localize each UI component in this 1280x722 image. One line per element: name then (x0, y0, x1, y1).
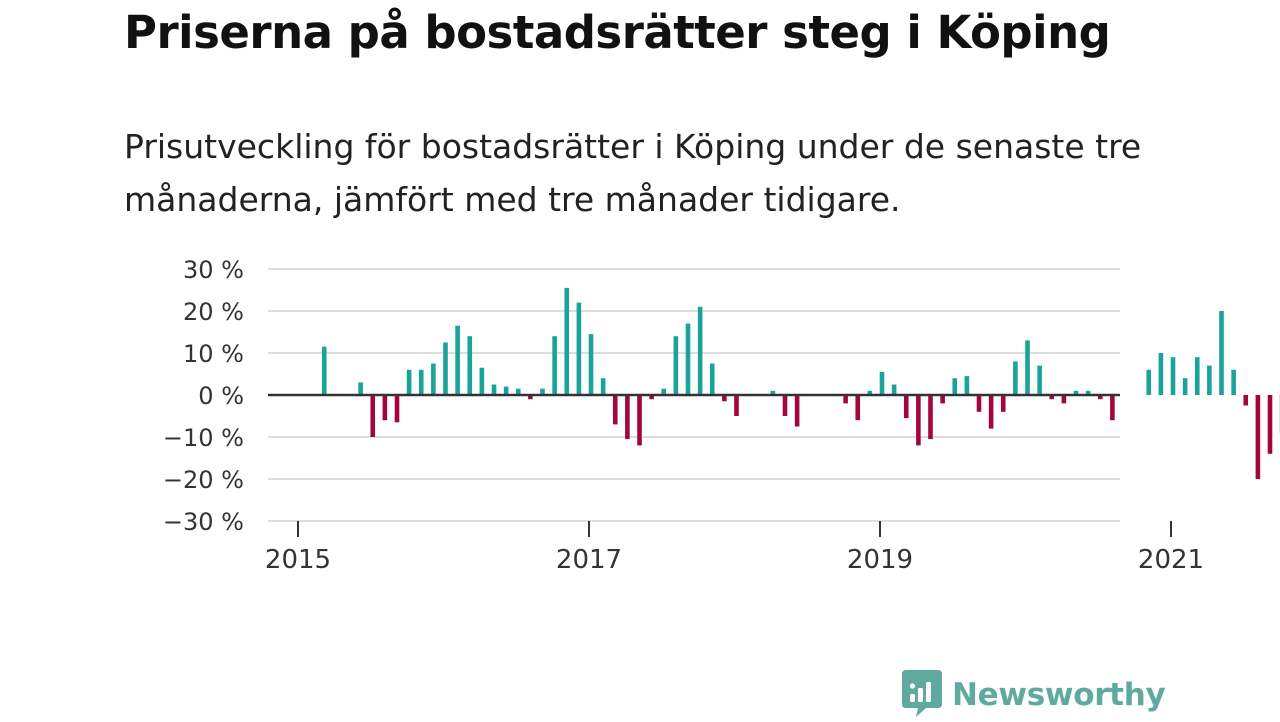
bar (589, 334, 594, 395)
bar (455, 326, 460, 395)
bar (1256, 395, 1261, 479)
bar (1062, 395, 1067, 403)
y-tick-label: 10 % (183, 340, 244, 368)
bar (916, 395, 921, 445)
bar (1195, 357, 1200, 395)
brand-name: Newsworthy (952, 677, 1165, 713)
bar (480, 368, 485, 395)
y-tick-label: 30 % (183, 256, 244, 284)
bar (322, 347, 327, 395)
bar (904, 395, 909, 418)
bar (431, 364, 436, 396)
bar (1013, 361, 1018, 395)
x-tick-label: 2015 (265, 545, 331, 575)
bar (1001, 395, 1006, 412)
bar (698, 307, 703, 395)
bar-series (322, 288, 1280, 479)
bar (1025, 340, 1030, 395)
bar (674, 336, 679, 395)
bar (989, 395, 994, 429)
bar (467, 336, 472, 395)
y-tick-label: −20 % (163, 466, 244, 494)
y-tick-label: 20 % (183, 298, 244, 326)
y-tick-label: −30 % (163, 508, 244, 536)
bar (795, 395, 800, 427)
brand: Newsworthy (902, 668, 1165, 722)
bar (552, 336, 557, 395)
bar (504, 387, 509, 395)
bar (928, 395, 933, 439)
bar (1159, 353, 1164, 395)
bar (892, 385, 897, 396)
bar (601, 378, 606, 395)
bar (952, 378, 957, 395)
bar (1243, 395, 1248, 406)
bar (686, 324, 691, 395)
bar (395, 395, 400, 422)
bar (880, 372, 885, 395)
bar (977, 395, 982, 412)
bar (1231, 370, 1236, 395)
bar (1110, 395, 1115, 420)
x-tick-label: 2021 (1138, 545, 1204, 575)
bar (407, 370, 412, 395)
bar (710, 364, 715, 396)
bar (1268, 395, 1273, 454)
bar (1146, 370, 1151, 395)
bar (1171, 357, 1176, 395)
bar (577, 303, 582, 395)
bar (965, 376, 970, 395)
y-tick-label: 0 % (198, 382, 244, 410)
bar (492, 385, 497, 396)
bar (637, 395, 642, 445)
bar (383, 395, 388, 420)
bar (419, 370, 424, 395)
newsworthy-logo-icon (902, 668, 942, 722)
bar (443, 343, 448, 396)
bar (1037, 366, 1042, 395)
bar (613, 395, 618, 424)
bar (564, 288, 569, 395)
x-tick-label: 2019 (847, 545, 913, 575)
bar (1183, 378, 1188, 395)
bar (734, 395, 739, 416)
bar (940, 395, 945, 403)
bar (1207, 366, 1212, 395)
y-tick-label: −10 % (163, 424, 244, 452)
bar (1219, 311, 1224, 395)
bar (358, 382, 363, 395)
bar (783, 395, 788, 416)
bar (855, 395, 860, 420)
bar (370, 395, 375, 437)
bar (843, 395, 848, 403)
bar (625, 395, 630, 439)
x-tick-label: 2017 (556, 545, 622, 575)
